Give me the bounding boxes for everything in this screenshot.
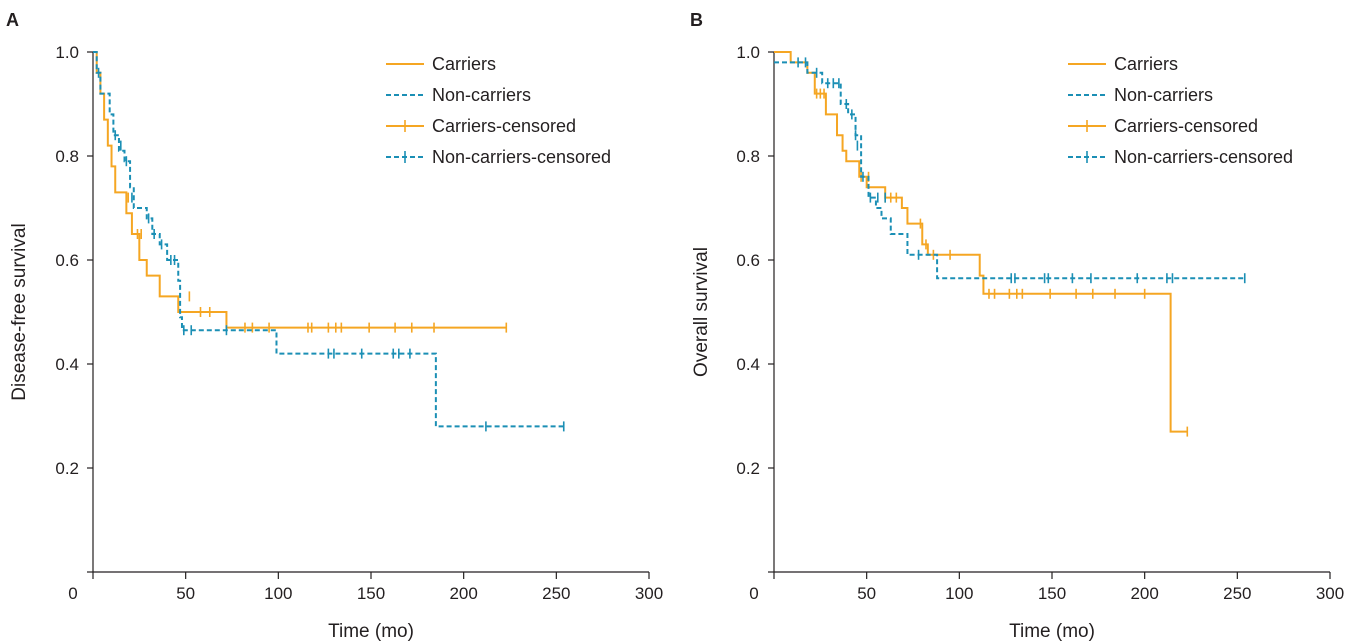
panel-b-x-tick-label: 200 <box>1130 584 1158 603</box>
panel-a-y-tick-label: 0.6 <box>55 251 79 270</box>
panel-a-non-carriers-curve <box>93 51 564 428</box>
panel-b-axes: 0 50 100 150 200 250 300 0.2 0.4 0.6 0.8 1.0 <box>736 43 1344 603</box>
panel-a-x-tick-label: 200 <box>449 584 477 603</box>
panel-b-x-tick-label: 300 <box>1316 584 1344 603</box>
legend-label-non-carriers-censored: Non-carriers-censored <box>432 147 611 167</box>
panel-a-x-tick-label: 300 <box>635 584 663 603</box>
panel-b-x-tick-label: 150 <box>1038 584 1066 603</box>
panel-b-y-tick-label: 0.8 <box>736 147 760 166</box>
panel-a-y-axis-title: Disease-free survival <box>9 223 30 400</box>
panel-b-x-tick-label: 50 <box>857 584 876 603</box>
panel-a-legend: Carriers Non-carriers Carriers-censored Non… <box>386 54 611 167</box>
panel-b-plot-area <box>774 51 1246 437</box>
panel-a-x-tick-label: 150 <box>357 584 385 603</box>
panel-b-y-tick-label: 0.6 <box>736 251 760 270</box>
panel-b-non-carriers-curve <box>774 61 1245 280</box>
panel-a-plot-area <box>93 51 565 432</box>
panel-a: A Disease-free survival Time (mo) 0 50 100… <box>6 10 663 642</box>
legend-label-carriers: Carriers <box>1114 54 1178 74</box>
panel-b-y-tick-label: 0.2 <box>736 459 760 478</box>
legend-label-carriers-censored: Carriers-censored <box>432 116 576 136</box>
panel-b-legend: Carriers Non-carriers Carriers-censored Non… <box>1068 54 1293 167</box>
panel-b-x-tick-label: 0 <box>749 584 758 603</box>
panel-a-y-tick-label: 0.8 <box>55 147 79 166</box>
legend-label-non-carriers-censored: Non-carriers-censored <box>1114 147 1293 167</box>
panel-b-y-axis-title: Overall survival <box>691 247 712 377</box>
legend-label-non-carriers: Non-carriers <box>1114 85 1213 105</box>
panel-b-y-tick-label: 1.0 <box>736 43 760 62</box>
legend-label-carriers: Carriers <box>432 54 496 74</box>
panel-a-y-tick-label: 0.2 <box>55 459 79 478</box>
panel-b-x-tick-label: 100 <box>945 584 973 603</box>
panel-a-y-tick-label: 1.0 <box>55 43 79 62</box>
panel-b-y-tick-label: 0.4 <box>736 355 760 374</box>
panel-a-x-tick-label: 100 <box>264 584 292 603</box>
panel-a-letter: A <box>6 10 19 30</box>
legend-label-non-carriers: Non-carriers <box>432 85 531 105</box>
panel-a-x-tick-label: 0 <box>68 584 77 603</box>
panel-b-letter: B <box>690 10 703 30</box>
panel-a-y-tick-label: 0.4 <box>55 355 79 374</box>
panel-b-x-tick-label: 250 <box>1223 584 1251 603</box>
panel-a-x-tick-label: 50 <box>176 584 195 603</box>
panel-b: B Overall survival Time (mo) 0 50 100 150 20… <box>690 10 1344 642</box>
panel-a-x-axis-title: Time (mo) <box>328 621 414 642</box>
panel-a-axes: 0 50 100 150 200 250 300 0.2 0.4 0.6 0.8 1.0 <box>55 43 663 603</box>
panel-b-x-axis-title: Time (mo) <box>1009 621 1095 642</box>
panel-b-carriers-curve <box>774 51 1188 433</box>
panel-a-x-tick-label: 250 <box>542 584 570 603</box>
legend-label-carriers-censored: Carriers-censored <box>1114 116 1258 136</box>
